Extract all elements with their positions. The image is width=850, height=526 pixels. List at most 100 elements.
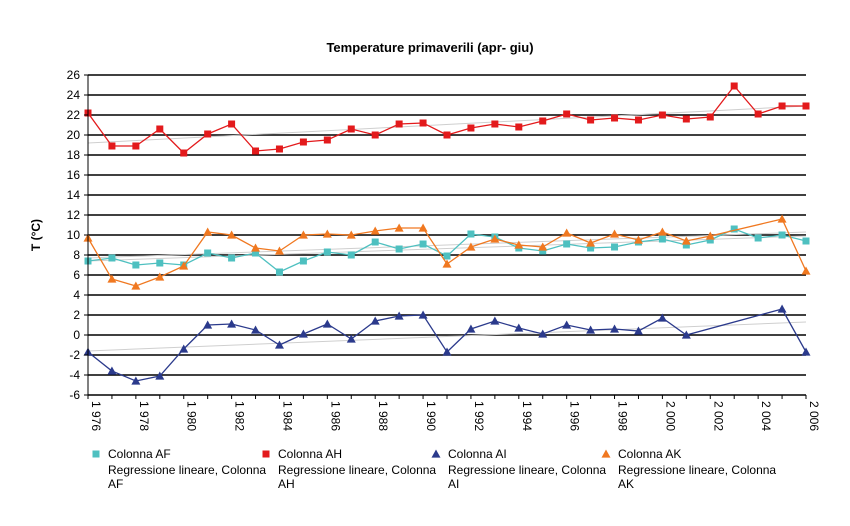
data-point-0-19	[539, 247, 547, 255]
series-line-2	[87, 308, 807, 382]
data-point-2-21	[586, 325, 596, 334]
x-tick-label: 2 000	[663, 401, 677, 431]
data-point-1-19	[539, 117, 547, 125]
data-point-1-18	[515, 123, 523, 131]
data-point-0-20	[563, 240, 571, 248]
data-point-1-26	[706, 113, 714, 121]
data-point-0-27	[730, 225, 738, 233]
y-tick-label: 0	[73, 328, 80, 342]
data-point-1-10	[323, 136, 331, 144]
data-point-0-9	[299, 257, 307, 265]
y-tick-label: 6	[73, 268, 80, 282]
chart-title: Temperature primaverili (apr- giu)	[326, 40, 533, 55]
x-tick-label: 1 996	[568, 401, 582, 431]
data-point-3-6	[227, 230, 237, 239]
data-point-0-13	[395, 245, 403, 253]
data-point-3-20	[562, 228, 572, 237]
data-point-1-27	[730, 82, 738, 90]
y-tick-label: 22	[67, 108, 81, 122]
data-point-3-25	[681, 236, 691, 245]
legend-marker-2	[431, 449, 441, 458]
data-point-1-13	[395, 120, 403, 128]
data-point-2-17	[490, 316, 500, 325]
data-point-1-14	[419, 119, 427, 127]
data-point-2-19	[538, 329, 548, 338]
legend-label-1: Colonna AH	[278, 447, 342, 461]
y-tick-label: -4	[69, 368, 80, 382]
x-tick-label: 1 984	[280, 401, 294, 431]
data-point-0-6	[228, 254, 236, 262]
data-point-1-17	[491, 120, 499, 128]
y-tick-label: -6	[69, 388, 80, 402]
data-point-3-10	[322, 229, 332, 238]
x-tick-label: 1 994	[520, 401, 534, 431]
x-tick-label: 1 980	[185, 401, 199, 431]
data-point-3-28	[801, 266, 811, 275]
y-axis-label: T (°C)	[29, 219, 43, 251]
data-point-0-24	[658, 235, 666, 243]
x-tick-label: 1 990	[424, 401, 438, 431]
data-point-0-28	[754, 234, 762, 242]
legend-regression-label-3: Regressione lineare, Colonna AK	[618, 463, 776, 491]
data-point-1-25	[682, 115, 690, 123]
x-tick-label: 1 976	[89, 401, 103, 431]
data-point-3-26	[705, 231, 715, 240]
data-point-2-22	[610, 324, 620, 333]
data-point-3-24	[657, 227, 667, 236]
data-point-2-27	[801, 347, 811, 356]
data-point-3-12	[370, 226, 380, 235]
y-tick-label: 24	[67, 88, 81, 102]
y-tick-label: 14	[67, 188, 81, 202]
y-tick-label: 20	[67, 128, 81, 142]
data-point-0-26	[706, 236, 714, 244]
data-point-0-15	[443, 252, 451, 260]
x-tick-label: 1 988	[376, 401, 390, 431]
legend-marker-1	[262, 450, 270, 458]
legend-marker-0	[92, 450, 100, 458]
legend-regression-label-0: Regressione lineare, Colonna AF	[108, 463, 266, 491]
x-tick-label: 1 992	[472, 401, 486, 431]
data-point-1-2	[132, 142, 140, 150]
x-tick-label: 1 978	[137, 401, 151, 431]
data-point-3-21	[586, 238, 596, 247]
data-point-3-13	[394, 223, 404, 232]
data-point-3-1	[107, 274, 117, 283]
data-point-3-27	[777, 214, 787, 223]
data-point-2-11	[346, 334, 356, 343]
data-point-2-7	[251, 325, 261, 334]
regression-line-2	[87, 321, 807, 352]
data-point-0-2	[132, 261, 140, 269]
data-point-2-25	[681, 330, 691, 339]
data-point-2-9	[298, 329, 308, 338]
legend-marker-3	[601, 449, 611, 458]
data-point-0-29	[778, 231, 786, 239]
y-tick-label: 8	[73, 248, 80, 262]
y-tick-label: 4	[73, 288, 80, 302]
data-point-3-15	[442, 259, 452, 268]
data-point-3-16	[466, 242, 476, 251]
y-tick-label: 26	[67, 68, 81, 82]
data-point-2-3	[155, 371, 165, 380]
data-point-1-1	[108, 142, 116, 150]
data-point-0-14	[419, 240, 427, 248]
data-point-2-8	[274, 340, 284, 349]
data-point-1-8	[275, 145, 283, 153]
data-point-1-7	[252, 147, 260, 155]
data-point-2-1	[107, 366, 117, 375]
y-tick-label: 12	[67, 208, 81, 222]
data-point-1-20	[563, 110, 571, 118]
data-point-1-9	[299, 138, 307, 146]
x-axis: 1 976 1 978 1 980 1 982 1 984 1 986 1 988 1 990…	[87, 394, 821, 431]
data-point-2-16	[466, 324, 476, 333]
data-point-0-30	[802, 237, 810, 245]
y-tick-label: -2	[69, 348, 80, 362]
x-tick-label: 2 004	[759, 401, 773, 431]
data-point-0-21	[587, 244, 595, 252]
data-point-1-24	[658, 111, 666, 119]
series-0	[84, 225, 810, 276]
x-tick-label: 1 986	[328, 401, 342, 431]
data-point-2-10	[322, 319, 332, 328]
data-point-3-23	[633, 235, 643, 244]
legend-label-0: Colonna AF	[108, 447, 171, 461]
